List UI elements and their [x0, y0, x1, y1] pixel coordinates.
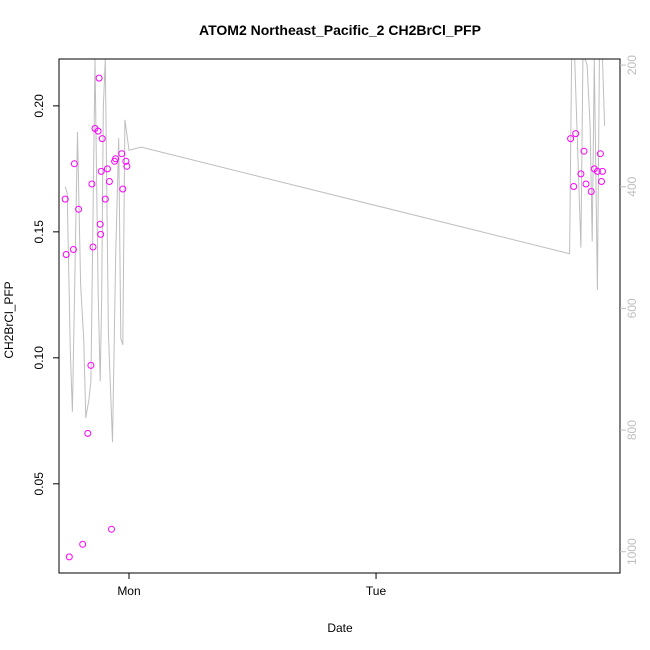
y2-tick-label: 400: [625, 176, 639, 196]
data-point: [572, 130, 580, 138]
data-point: [122, 157, 130, 165]
data-point: [94, 127, 102, 135]
data-point: [88, 180, 96, 188]
y-tick-label: 0.15: [32, 220, 46, 244]
y-axis: 0.05 0.10 0.15 0.20: [32, 94, 59, 496]
data-point: [582, 180, 590, 188]
data-point: [119, 185, 127, 193]
data-point: [84, 429, 92, 437]
data-point: [596, 150, 604, 158]
x-axis-label: Date: [327, 621, 353, 635]
data-point: [96, 220, 104, 228]
x-tick-label: Mon: [117, 584, 140, 598]
data-point: [587, 188, 595, 195]
y2-axis: 200 400 600 800 1000: [620, 55, 639, 565]
y2-tick-label: 200: [625, 55, 639, 75]
data-point: [87, 361, 95, 369]
data-point: [577, 170, 585, 178]
y2-tick-label: 800: [625, 420, 639, 440]
y2-tick-label: 600: [625, 298, 639, 318]
data-point: [108, 525, 115, 533]
plot-frame: [58, 58, 621, 574]
data-point: [75, 205, 83, 213]
data-point: [570, 183, 578, 190]
chart-title: ATOM2 Northeast_Pacific_2 CH2BrCl_PFP: [199, 22, 481, 38]
data-point: [69, 246, 77, 253]
y-tick-label: 0.05: [32, 472, 46, 496]
series-points-group: [61, 74, 606, 561]
y2-tick-label: 1000: [625, 538, 639, 565]
data-point: [123, 162, 131, 170]
data-point: [101, 195, 109, 203]
data-point: [98, 135, 106, 143]
y-tick-label: 0.20: [32, 94, 46, 118]
data-point: [105, 178, 113, 185]
data-point: [70, 160, 78, 168]
y-axis-label: CH2BrCl_PFP: [2, 281, 16, 358]
data-point: [593, 167, 601, 175]
data-point: [89, 243, 97, 251]
data-point: [61, 195, 69, 203]
data-point: [65, 553, 73, 561]
data-point: [118, 150, 126, 158]
data-point: [112, 155, 120, 163]
data-point: [79, 540, 87, 548]
data-point: [599, 167, 606, 175]
data-point: [97, 230, 105, 238]
data-point: [598, 178, 605, 185]
x-axis: Mon Tue: [117, 573, 386, 598]
data-point: [103, 165, 111, 173]
data-point: [62, 251, 70, 258]
series-line-group: [64, 58, 606, 443]
data-point: [580, 147, 588, 155]
data-point: [567, 135, 575, 143]
data-point: [97, 167, 105, 175]
y-tick-label: 0.10: [32, 346, 46, 370]
series-line: [64, 58, 606, 443]
data-point: [95, 74, 103, 82]
x-tick-label: Tue: [366, 584, 387, 598]
